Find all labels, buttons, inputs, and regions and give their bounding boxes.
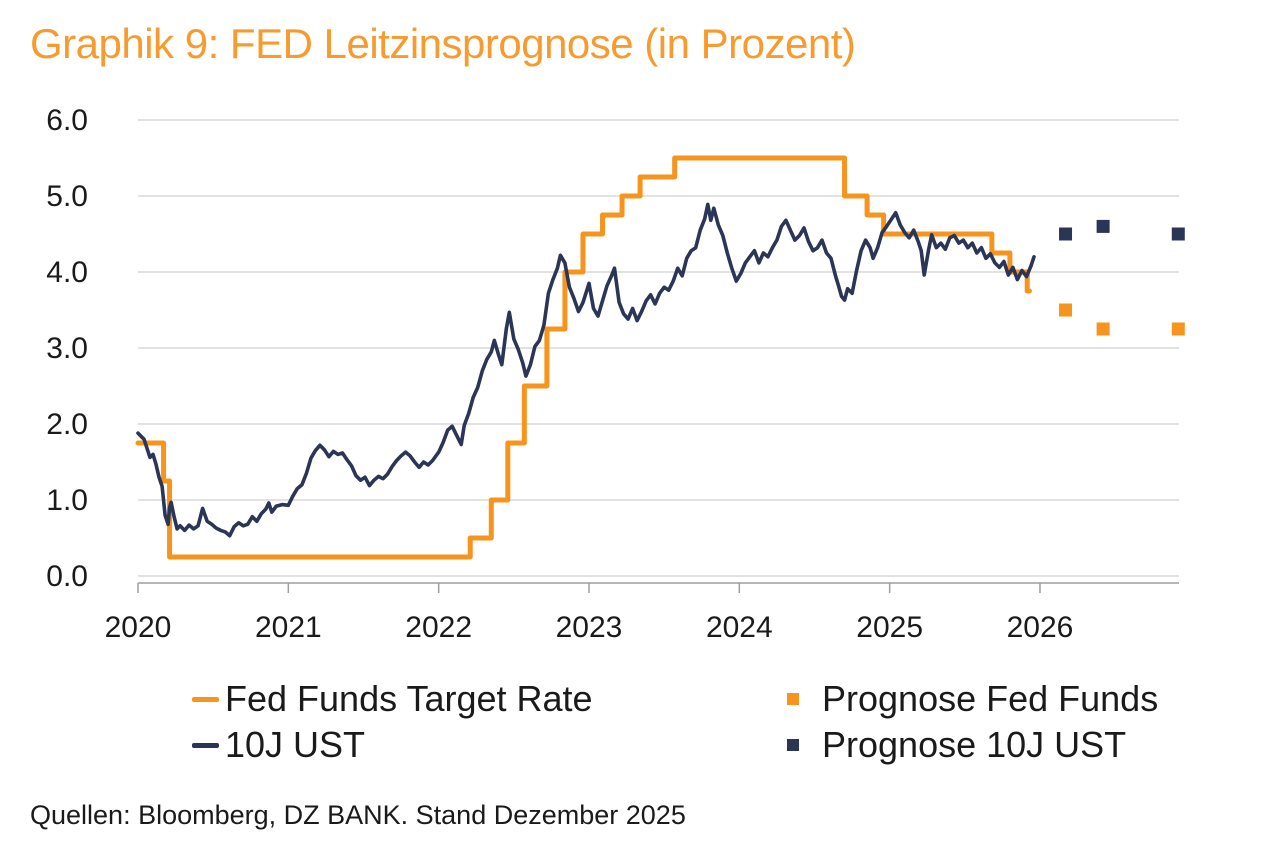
svg-text:2020: 2020 [105, 611, 172, 644]
fed-funds-target-rate-line [135, 155, 1032, 560]
legend-square-swatch-icon [787, 739, 799, 751]
y-tick-labels: 0.0 1.0 2.0 3.0 4.0 5.0 6.0 [46, 104, 88, 593]
chart-legend-right: Prognose Fed Funds Prognose 10J UST [787, 676, 1158, 768]
prognose-10j-ust-dots [1059, 219, 1185, 241]
svg-text:2026: 2026 [1007, 611, 1074, 644]
svg-text:0.0: 0.0 [46, 560, 88, 593]
svg-text:1.0: 1.0 [46, 484, 88, 517]
legend-item-10j-ust: 10J UST [192, 722, 593, 768]
y-gridlines [138, 119, 1179, 577]
svg-text:3.0: 3.0 [46, 332, 88, 365]
svg-text:2024: 2024 [706, 611, 773, 644]
source-note: Quellen: Bloomberg, DZ BANK. Stand Dezem… [30, 800, 686, 830]
svg-text:2025: 2025 [856, 611, 923, 644]
legend-label: Fed Funds Target Rate [225, 678, 593, 719]
svg-text:2.0: 2.0 [46, 408, 88, 441]
chart-title: Graphik 9: FED Leitzinsprognose (in Proz… [30, 20, 856, 67]
svg-text:4.0: 4.0 [46, 256, 88, 289]
legend-line-swatch-icon [192, 696, 219, 702]
legend-item-prognose-fed-funds: Prognose Fed Funds [787, 676, 1158, 722]
svg-text:2023: 2023 [556, 611, 623, 644]
ust-10y-line [136, 202, 1036, 538]
legend-square-swatch-icon [787, 693, 799, 705]
legend-label: Prognose Fed Funds [822, 678, 1159, 719]
svg-text:5.0: 5.0 [46, 180, 88, 213]
legend-item-prognose-10j-ust: Prognose 10J UST [787, 722, 1158, 768]
prognose-fed-funds-dots [1059, 303, 1185, 336]
legend-label: Prognose 10J UST [822, 724, 1127, 765]
svg-text:2021: 2021 [255, 611, 322, 644]
svg-text:2022: 2022 [405, 611, 472, 644]
chart-legend-left: Fed Funds Target Rate 10J UST [192, 676, 593, 768]
x-axis: 2020 2021 2022 2023 2024 2025 2026 [105, 582, 1179, 644]
svg-text:6.0: 6.0 [46, 104, 88, 137]
legend-line-swatch-icon [192, 742, 219, 748]
legend-label: 10J UST [225, 724, 366, 765]
legend-item-fed-funds-target-rate: Fed Funds Target Rate [192, 676, 593, 722]
